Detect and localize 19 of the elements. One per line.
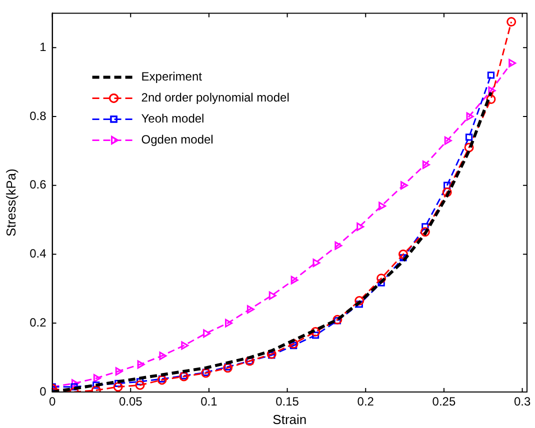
legend-label: 2nd order polynomial model bbox=[141, 90, 290, 105]
x-tick-label: 0.1 bbox=[200, 394, 218, 409]
y-axis-title: Stress(kPa) bbox=[3, 168, 18, 237]
x-axis-title: Strain bbox=[272, 412, 307, 427]
y-tick-label: 0.8 bbox=[30, 108, 47, 123]
x-tick-label: 0.25 bbox=[432, 394, 456, 409]
y-tick-label: 1 bbox=[40, 40, 47, 54]
y-tick-label: 0 bbox=[40, 384, 47, 398]
legend-label: Experiment bbox=[141, 70, 203, 84]
x-tick-label: 0.05 bbox=[118, 394, 143, 409]
x-tick-label: 0.3 bbox=[514, 394, 531, 409]
y-tick-label: 0.4 bbox=[30, 246, 47, 261]
x-tick-label: 0.15 bbox=[276, 394, 300, 409]
x-tick-label: 0 bbox=[48, 394, 56, 409]
legend-label: Ogden model bbox=[141, 132, 214, 147]
x-tick-label: 0.2 bbox=[357, 394, 374, 409]
legend-label: Yeoh model bbox=[141, 112, 204, 126]
y-tick-label: 0.2 bbox=[30, 315, 47, 330]
y-tick-label: 0.6 bbox=[30, 178, 47, 192]
